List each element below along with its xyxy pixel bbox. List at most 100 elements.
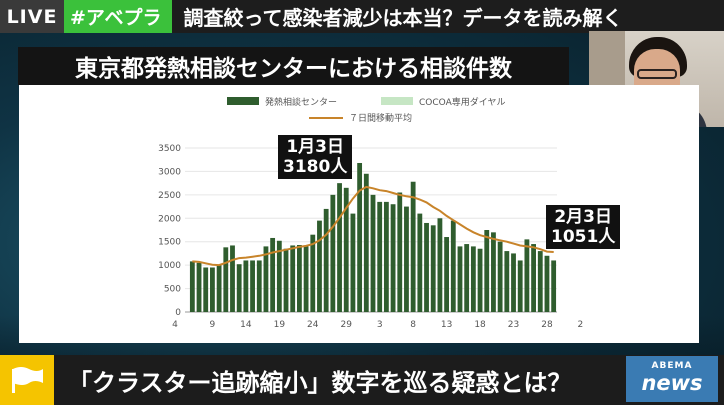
live-badge: LIVE xyxy=(0,0,64,33)
logo-top: ABEMA xyxy=(651,361,693,371)
bar xyxy=(196,262,202,312)
bar xyxy=(484,230,490,312)
x-tick-label: 3 xyxy=(377,320,383,330)
flag-shape xyxy=(12,367,43,393)
bar xyxy=(216,265,222,312)
bar xyxy=(303,246,309,312)
x-tick-label: 8 xyxy=(410,320,416,330)
bar xyxy=(203,267,209,312)
top-bar: LIVE #アベプラ 調査絞って感染者減少は本当？データを読み解く xyxy=(0,0,724,33)
legend-swatch-fever xyxy=(227,97,259,105)
bottom-bar: 「クラスター追跡縮小」数字を巡る疑惑とは？ xyxy=(0,355,724,405)
caption-text: 「クラスター追跡縮小」数字を巡る疑惑とは？ xyxy=(68,368,572,397)
x-tick-label: 2 xyxy=(578,320,584,330)
annotation-latest-date: 2月3日 xyxy=(554,207,612,227)
x-tick-label: 18 xyxy=(474,320,486,330)
x-tick-label: 9 xyxy=(210,320,216,330)
legend-label-fever: 発熱相談センター xyxy=(265,96,337,108)
annotation-latest-value: 1051人 xyxy=(551,227,616,247)
bar xyxy=(290,245,296,312)
annotation-latest: 2月3日 1051人 xyxy=(546,205,621,249)
x-tick-label: 4 xyxy=(172,320,178,330)
chart-title: 東京都発熱相談センターにおける相談件数 xyxy=(18,47,569,85)
annotation-peak-date: 1月3日 xyxy=(286,137,344,157)
legend-label-average: ７日間移動平均 xyxy=(349,112,412,124)
hashtag-badge: #アベプラ xyxy=(64,0,172,33)
bar xyxy=(417,213,423,312)
y-tick-label: 2500 xyxy=(158,191,181,201)
x-tick-label: 29 xyxy=(341,320,353,330)
bar xyxy=(504,251,510,312)
x-tick-label: 14 xyxy=(240,320,252,330)
headline: 調査絞って感染者減少は本当？データを読み解く xyxy=(183,6,623,30)
x-tick-label: 23 xyxy=(508,320,519,330)
bar xyxy=(444,237,450,312)
bar xyxy=(223,247,229,312)
bar xyxy=(410,181,416,312)
bar xyxy=(477,248,483,312)
bar xyxy=(189,261,195,312)
bar xyxy=(424,222,429,312)
bar xyxy=(350,213,356,312)
y-tick-label: 1500 xyxy=(158,238,181,248)
presenter-glasses xyxy=(637,69,677,79)
y-tick-label: 1000 xyxy=(158,261,181,271)
bar xyxy=(450,220,456,312)
annotation-peak-value: 3180人 xyxy=(283,157,348,177)
bar xyxy=(337,183,342,312)
bar xyxy=(317,220,322,312)
chart: 0 500 1000 1500 2000 2500 3000 3500 4 9 14 19 24 29 3 8… xyxy=(158,96,584,330)
bar xyxy=(230,245,235,312)
bar xyxy=(330,194,336,312)
bar xyxy=(404,206,409,312)
y-tick-label: 3500 xyxy=(158,144,181,154)
bar xyxy=(296,244,302,312)
abema-news-logo: ABEMA news xyxy=(626,356,718,402)
bar xyxy=(210,267,215,312)
flag-icon xyxy=(0,355,54,405)
bar xyxy=(357,162,363,312)
bar xyxy=(377,201,383,312)
logo-bottom: news xyxy=(641,371,703,395)
x-tick-label: 28 xyxy=(541,320,553,330)
bar xyxy=(517,260,523,312)
y-tick-label: 2000 xyxy=(158,214,181,224)
bar xyxy=(270,237,276,312)
legend-label-cocoa: COCOA専用ダイヤル xyxy=(419,96,505,108)
x-tick-label: 24 xyxy=(307,320,319,330)
bar xyxy=(544,255,550,312)
x-tick-label: 13 xyxy=(441,320,452,330)
y-tick-label: 0 xyxy=(175,308,181,318)
bar xyxy=(531,244,536,312)
bar xyxy=(464,244,470,312)
bar xyxy=(310,234,316,312)
bar xyxy=(283,248,289,312)
bar xyxy=(511,253,516,312)
bar xyxy=(437,218,443,312)
bar xyxy=(470,246,476,312)
bar xyxy=(457,246,463,312)
bar xyxy=(256,260,262,312)
bar xyxy=(397,192,403,312)
bar xyxy=(243,260,249,312)
y-tick-label: 3000 xyxy=(158,167,181,177)
bar xyxy=(537,251,543,312)
bar xyxy=(323,208,329,312)
x-tick-label: 19 xyxy=(274,320,286,330)
bar xyxy=(236,264,242,312)
bar xyxy=(363,173,369,312)
bar xyxy=(383,201,389,312)
bar xyxy=(370,194,376,312)
bar xyxy=(430,225,436,312)
bar xyxy=(551,260,557,312)
legend-swatch-cocoa xyxy=(381,97,413,105)
annotation-peak: 1月3日 3180人 xyxy=(278,135,353,179)
y-tick-label: 500 xyxy=(164,285,181,295)
moving-average-line xyxy=(192,185,554,267)
bar xyxy=(491,232,496,312)
bar xyxy=(343,187,349,312)
bar xyxy=(263,246,269,312)
bar xyxy=(250,260,255,312)
bar xyxy=(524,239,530,312)
bar xyxy=(497,241,503,312)
